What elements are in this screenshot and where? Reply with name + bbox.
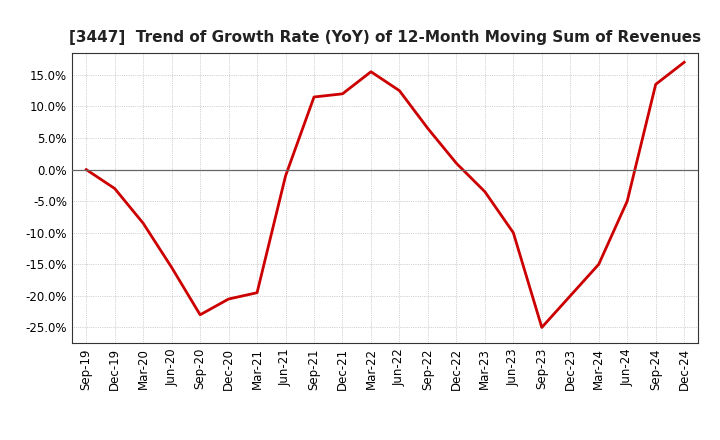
Title: [3447]  Trend of Growth Rate (YoY) of 12-Month Moving Sum of Revenues: [3447] Trend of Growth Rate (YoY) of 12-…: [69, 29, 701, 45]
